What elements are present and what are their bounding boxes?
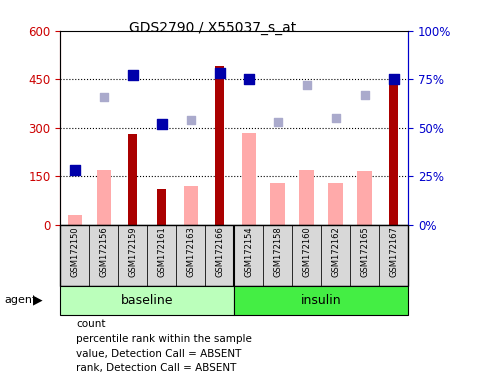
Text: GSM172163: GSM172163 <box>186 227 195 277</box>
FancyBboxPatch shape <box>205 225 234 286</box>
Text: GSM172154: GSM172154 <box>244 227 253 277</box>
FancyBboxPatch shape <box>292 225 321 286</box>
Text: GDS2790 / X55037_s_at: GDS2790 / X55037_s_at <box>129 21 296 35</box>
FancyBboxPatch shape <box>60 286 234 315</box>
Text: count: count <box>76 319 106 329</box>
Text: GSM172165: GSM172165 <box>360 227 369 277</box>
Point <box>158 121 166 127</box>
Text: ▶: ▶ <box>33 294 43 307</box>
Text: value, Detection Call = ABSENT: value, Detection Call = ABSENT <box>76 349 242 359</box>
Bar <box>270 183 285 225</box>
Text: insulin: insulin <box>301 294 341 307</box>
Bar <box>128 134 137 225</box>
Point <box>187 117 195 123</box>
Point <box>216 70 224 76</box>
Text: GSM172166: GSM172166 <box>215 227 224 277</box>
Text: GSM172161: GSM172161 <box>157 227 166 277</box>
FancyBboxPatch shape <box>89 225 118 286</box>
Bar <box>215 66 224 225</box>
Bar <box>328 183 343 225</box>
FancyBboxPatch shape <box>176 225 205 286</box>
Text: GSM172156: GSM172156 <box>99 227 108 277</box>
FancyBboxPatch shape <box>263 225 292 286</box>
Text: GSM172162: GSM172162 <box>331 227 340 277</box>
Point <box>332 115 340 121</box>
Point <box>71 167 79 174</box>
Text: GSM172158: GSM172158 <box>273 227 282 277</box>
Text: percentile rank within the sample: percentile rank within the sample <box>76 334 252 344</box>
Point <box>245 76 253 82</box>
FancyBboxPatch shape <box>321 225 350 286</box>
Bar <box>97 170 111 225</box>
FancyBboxPatch shape <box>379 225 408 286</box>
Point <box>361 92 369 98</box>
Text: GSM172159: GSM172159 <box>128 227 137 277</box>
Point <box>390 76 398 82</box>
FancyBboxPatch shape <box>147 225 176 286</box>
Bar <box>299 170 314 225</box>
Text: baseline: baseline <box>121 294 173 307</box>
Text: GSM172167: GSM172167 <box>389 227 398 277</box>
FancyBboxPatch shape <box>118 225 147 286</box>
FancyBboxPatch shape <box>234 225 263 286</box>
Text: GSM172160: GSM172160 <box>302 227 311 277</box>
Point <box>245 76 253 82</box>
Point <box>71 167 79 174</box>
Text: rank, Detection Call = ABSENT: rank, Detection Call = ABSENT <box>76 363 237 373</box>
Bar <box>157 189 166 225</box>
Point <box>100 94 108 100</box>
Bar <box>242 132 256 225</box>
Bar <box>389 79 398 225</box>
FancyBboxPatch shape <box>350 225 379 286</box>
Text: GSM172150: GSM172150 <box>71 227 79 277</box>
Bar <box>357 171 372 225</box>
Text: agent: agent <box>5 295 37 305</box>
Point <box>129 72 137 78</box>
Point <box>274 119 282 125</box>
FancyBboxPatch shape <box>60 225 89 286</box>
FancyBboxPatch shape <box>234 286 408 315</box>
Bar <box>68 215 82 225</box>
Bar <box>184 186 198 225</box>
Point <box>303 82 311 88</box>
